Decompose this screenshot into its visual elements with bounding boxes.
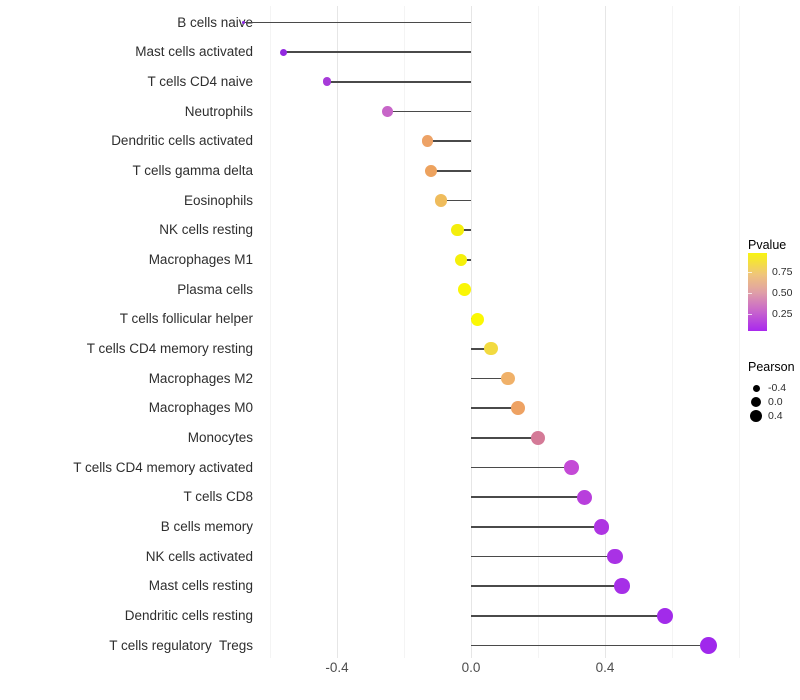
colorbar-tick-label: 0.75 — [772, 266, 793, 278]
size-legend-dot — [749, 409, 763, 423]
data-point[interactable] — [241, 21, 245, 24]
lollipop-stem — [471, 496, 585, 498]
minor-gridline — [269, 6, 271, 658]
category-label: Macrophages M1 — [148, 251, 253, 267]
data-point[interactable] — [322, 77, 332, 87]
minor-gridline — [537, 6, 539, 658]
colorbar-tick-label: 0.50 — [772, 287, 793, 299]
category-label: Eosinophils — [183, 192, 253, 208]
lollipop-stem — [471, 348, 492, 350]
colorbar-tick — [748, 293, 752, 294]
data-point[interactable] — [700, 636, 718, 655]
data-point[interactable] — [577, 489, 593, 505]
data-point[interactable] — [613, 578, 630, 594]
category-label: T cells CD8 — [183, 489, 253, 505]
lollipop-stem — [427, 140, 471, 142]
lollipop-stem — [471, 615, 666, 617]
category-label: T cells regulatory Tregs — [109, 637, 253, 653]
colorbar-tick — [748, 272, 752, 273]
lollipop-stem — [387, 110, 471, 113]
x-tick-label: 0.0 — [461, 660, 481, 675]
lollipop-stem — [457, 229, 471, 231]
lollipop-stem — [471, 585, 622, 587]
lollipop-stem — [326, 81, 471, 83]
category-label: Mast cells resting — [148, 578, 253, 594]
data-point[interactable] — [381, 106, 393, 117]
category-label: Dendritic cells activated — [111, 133, 253, 149]
major-gridline — [604, 6, 606, 658]
data-point[interactable] — [434, 194, 447, 207]
data-point[interactable] — [424, 164, 437, 177]
data-point[interactable] — [279, 48, 287, 56]
pvalue-legend-title: Pvalue — [748, 238, 787, 252]
size-legend-dot — [752, 384, 760, 392]
data-point[interactable] — [421, 135, 434, 148]
category-label: Monocytes — [187, 429, 253, 445]
category-label: T cells CD4 memory resting — [86, 340, 253, 356]
category-label: T cells CD4 memory activated — [73, 459, 253, 475]
lollipop-stem — [471, 377, 508, 380]
category-label: Plasma cells — [177, 281, 253, 297]
data-point[interactable] — [607, 548, 623, 565]
category-label: B cells naive — [177, 14, 253, 30]
lollipop-stem — [471, 555, 616, 558]
pearson-legend-title: Pearson — [748, 360, 795, 374]
colorbar-tick-label: 0.25 — [772, 308, 793, 320]
category-label: NK cells resting — [159, 222, 253, 238]
size-legend-label: -0.4 — [768, 382, 787, 394]
pvalue-colorbar — [748, 253, 767, 331]
minor-gridline — [738, 6, 740, 658]
category-label: NK cells activated — [145, 548, 253, 564]
size-legend-label: 0.4 — [768, 410, 783, 422]
lollipop-stem — [283, 51, 471, 53]
minor-gridline — [403, 6, 405, 658]
major-gridline — [470, 6, 472, 658]
data-point[interactable] — [451, 223, 464, 237]
category-label: Neutrophils — [184, 103, 253, 119]
lollipop-stem — [471, 526, 602, 528]
minor-gridline — [671, 6, 673, 658]
category-label: Dendritic cells resting — [124, 607, 253, 623]
data-point[interactable] — [501, 371, 515, 386]
data-point[interactable] — [457, 283, 471, 296]
data-point[interactable] — [454, 253, 468, 267]
category-label: T cells follicular helper — [119, 311, 253, 327]
lollipop-stem — [243, 21, 471, 24]
size-legend-dot — [751, 397, 761, 407]
category-label: T cells gamma delta — [132, 162, 253, 178]
data-point[interactable] — [564, 460, 579, 475]
category-label: Macrophages M0 — [148, 400, 253, 416]
colorbar-tick — [748, 314, 752, 315]
data-point[interactable] — [530, 430, 546, 445]
data-point[interactable] — [471, 312, 485, 326]
lollipop-stem — [471, 466, 572, 469]
size-legend-label: 0.0 — [768, 396, 783, 408]
data-point[interactable] — [657, 607, 674, 625]
data-point[interactable] — [511, 401, 525, 416]
lollipop-stem — [471, 644, 709, 647]
data-point[interactable] — [484, 342, 498, 356]
category-label: Mast cells activated — [135, 44, 253, 60]
category-label: B cells memory — [160, 518, 253, 534]
category-label: T cells CD4 naive — [147, 73, 253, 89]
category-label: Macrophages M2 — [148, 370, 253, 386]
lollipop-stem — [430, 170, 471, 172]
lollipop-stem — [471, 407, 518, 409]
major-gridline — [336, 6, 338, 658]
lollipop-stem — [440, 199, 471, 202]
x-tick-label: 0.4 — [595, 660, 615, 675]
data-point[interactable] — [593, 519, 610, 535]
x-tick-label: -0.4 — [325, 660, 349, 675]
lollipop-stem — [471, 437, 538, 439]
